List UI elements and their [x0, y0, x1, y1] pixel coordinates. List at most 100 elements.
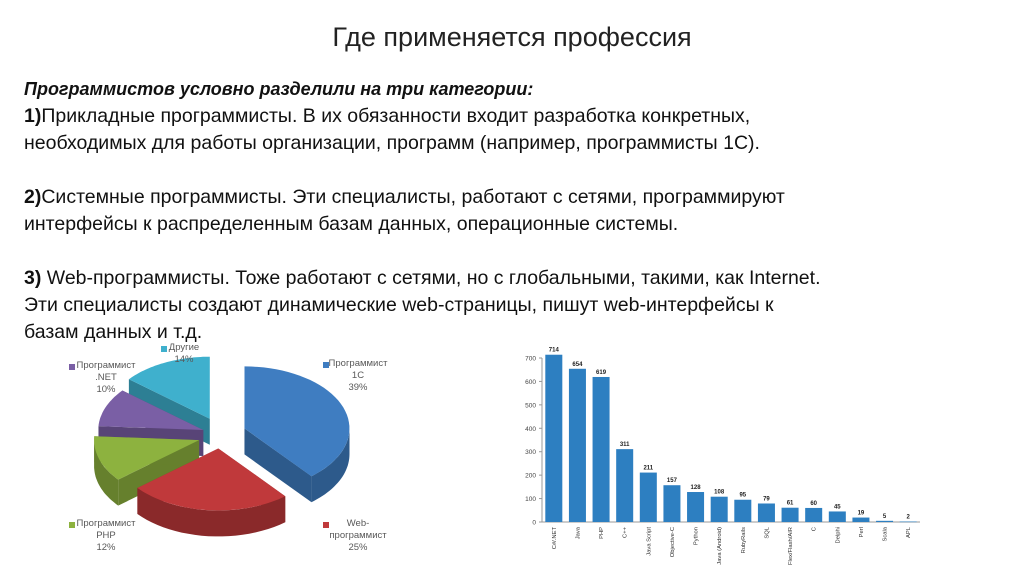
intro-text: Программистов условно разделили на три к… — [24, 79, 534, 99]
y-tick-label: 0 — [532, 520, 536, 527]
item-line: Эти специалисты создают динамические web… — [24, 294, 774, 316]
bar-value-label: 311 — [620, 442, 630, 448]
item-line: Web-программисты. Тоже работают с сетями… — [41, 267, 821, 289]
pie-legend-marker — [323, 362, 329, 368]
pie-percent-label: 10% — [96, 384, 116, 395]
x-tick-label: Python — [694, 527, 700, 545]
bar — [687, 492, 705, 522]
y-tick-label: 200 — [525, 473, 536, 480]
x-tick-label: APL — [906, 526, 912, 538]
bar — [734, 499, 752, 522]
x-tick-label: Java (Android) — [717, 527, 723, 565]
x-tick-label: Perl — [859, 527, 865, 537]
pie-legend-marker — [161, 346, 167, 352]
pie-slice — [137, 448, 286, 537]
slide-title: Где применяется профессия — [332, 22, 692, 52]
pie-percent-label: 12% — [96, 542, 116, 553]
bar — [781, 507, 799, 522]
bar-value-label: 19 — [858, 511, 865, 517]
x-tick-label: C — [812, 527, 818, 531]
bar — [545, 354, 563, 522]
pie-percent-label: 14% — [174, 354, 194, 365]
bar — [639, 472, 657, 522]
bar-value-label: 5 — [883, 514, 887, 520]
item-2: 2)Системные программисты. Эти специалист… — [24, 184, 1014, 238]
pie-category-label: Программист — [329, 358, 389, 369]
item-number: 1) — [24, 105, 42, 127]
x-tick-label: Objective-C — [670, 527, 676, 557]
bar-value-label: 128 — [691, 485, 702, 491]
pie-percent-label: 25% — [348, 542, 368, 553]
bar — [852, 517, 870, 522]
item-3: 3) Web-программисты. Тоже работают с сет… — [24, 265, 1014, 346]
bar — [568, 368, 586, 522]
pie-legend-marker — [69, 522, 75, 528]
bar-value-label: 2 — [907, 515, 911, 521]
slide-body: Программистов условно разделили на три к… — [24, 76, 1014, 346]
x-tick-label: PHP — [599, 527, 605, 539]
bar — [899, 521, 917, 523]
bar-value-label: 45 — [834, 504, 841, 510]
bar-value-label: 95 — [739, 493, 746, 499]
item-number: 3) — [24, 267, 42, 289]
item-line: базам данных и т.д. — [24, 321, 203, 343]
bar — [710, 496, 728, 522]
bar-value-label: 211 — [643, 466, 653, 472]
pie-category-label: Web- — [347, 518, 370, 529]
y-tick-label: 500 — [525, 402, 536, 409]
item-line: интерфейсы к распределенным базам данных… — [24, 213, 679, 235]
pie-legend-marker — [69, 364, 75, 370]
pie-category-label: 1С — [352, 370, 364, 381]
y-tick-label: 700 — [525, 356, 536, 363]
y-tick-label: 300 — [525, 449, 536, 456]
item-number: 2) — [24, 186, 42, 208]
bar — [757, 503, 775, 522]
x-tick-label: Delphi — [835, 527, 841, 543]
item-line: Системные программисты. Эти специалисты,… — [41, 186, 785, 208]
x-tick-label: Scala — [883, 526, 889, 541]
pie-category-label: Программист — [77, 518, 137, 529]
item-1: 1)Прикладные программисты. В их обязанно… — [24, 103, 1014, 157]
item-line: Прикладные программисты. В их обязанност… — [41, 105, 751, 127]
y-tick-label: 100 — [525, 496, 536, 503]
pie-category-label: Другие — [169, 342, 199, 353]
bar-value-label: 108 — [714, 490, 725, 496]
y-tick-label: 600 — [525, 379, 536, 386]
item-line: необходимых для работы организации, прог… — [24, 132, 760, 154]
y-tick-label: 400 — [525, 426, 536, 433]
x-tick-label: C++ — [623, 526, 629, 538]
bar — [616, 449, 634, 522]
pie-chart: Программист1С39%Web-программист25%Програ… — [69, 342, 388, 553]
bar — [876, 520, 894, 522]
pie-percent-label: 39% — [348, 382, 368, 393]
x-tick-label: C#/.NET — [552, 527, 558, 550]
pie-category-label: программист — [329, 530, 387, 541]
bar — [828, 511, 846, 522]
bar — [805, 507, 823, 522]
pie-slice — [244, 366, 350, 503]
x-tick-label: Java Script — [646, 527, 652, 556]
bar-chart: 0 100 200 300 400 500 600 700 714 C#/.NET 654 Java 6… — [525, 348, 920, 565]
pie-category-label: PHP — [96, 530, 116, 541]
bar-value-label: 619 — [596, 370, 607, 376]
pie-category-label: Программист — [77, 360, 137, 371]
x-tick-label: Flex/Flash/AIR — [788, 527, 794, 565]
bar-value-label: 157 — [667, 478, 678, 484]
bar-value-label: 654 — [572, 362, 583, 368]
pie-category-label: .NET — [95, 372, 117, 383]
bar-value-label: 61 — [787, 501, 794, 507]
x-tick-label: Java — [575, 526, 581, 539]
bar-value-label: 714 — [549, 348, 560, 354]
bar — [663, 485, 681, 522]
pie-legend-marker — [323, 522, 329, 528]
x-tick-label: RubyRails — [741, 527, 747, 554]
x-tick-label: SQL — [764, 526, 770, 538]
bar — [592, 376, 610, 522]
bar-value-label: 60 — [810, 501, 817, 507]
bar-value-label: 79 — [763, 496, 770, 502]
